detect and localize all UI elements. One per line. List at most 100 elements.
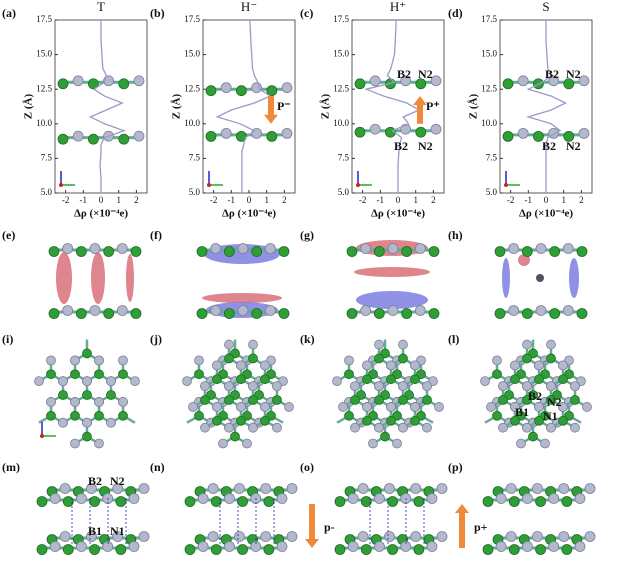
y-axis-label: Z (Å) xyxy=(171,93,183,119)
annotation: N2 xyxy=(110,474,125,488)
boron-atom xyxy=(223,246,235,257)
nitrogen-atom xyxy=(237,243,249,254)
y-tick-label: 12.5 xyxy=(333,83,349,93)
axis-origin xyxy=(356,183,360,187)
nitrogen-atom xyxy=(392,438,402,449)
boron-atom xyxy=(398,395,408,405)
boron-atom xyxy=(373,246,385,257)
nitrogen-atom xyxy=(62,243,74,254)
boron-atom xyxy=(415,78,427,90)
boron-atom xyxy=(346,308,358,319)
y-tick-label: 5.0 xyxy=(486,187,498,197)
x-tick-label: 1 xyxy=(264,195,269,205)
boron-atom xyxy=(350,395,360,405)
arrow-shaft xyxy=(417,104,423,124)
panel-label: (l) xyxy=(448,332,459,346)
boron-atom xyxy=(200,395,210,405)
arrow-shaft xyxy=(268,96,274,116)
nitrogen-atom xyxy=(570,381,580,392)
panel-label: (i) xyxy=(2,332,13,346)
isosurface xyxy=(91,252,105,304)
axis-origin xyxy=(207,183,211,187)
nitrogen-atom xyxy=(374,493,385,504)
y-tick-label: 10.0 xyxy=(36,118,52,128)
nitrogen-atom xyxy=(400,541,412,552)
boron-atom xyxy=(354,126,366,138)
nitrogen-atom xyxy=(286,483,298,494)
x-tick-label: 2 xyxy=(431,195,436,205)
nitrogen-atom xyxy=(188,402,198,412)
boron-atom xyxy=(94,410,104,421)
nitrogen-atom xyxy=(234,483,245,494)
nitrogen-atom xyxy=(248,339,258,350)
nitrogen-atom xyxy=(332,376,342,387)
boron-atom xyxy=(401,308,413,319)
nitrogen-atom xyxy=(260,402,270,412)
boron-atom xyxy=(260,374,270,385)
nitrogen-atom xyxy=(548,493,560,504)
nitrogen-atom xyxy=(546,339,556,350)
nitrogen-atom xyxy=(260,360,270,371)
nitrogen-atom xyxy=(70,438,80,449)
nitrogen-atom xyxy=(384,531,395,542)
boron-atom xyxy=(522,353,532,364)
nitrogen-atom xyxy=(344,355,354,366)
y-axis-label: Z (Å) xyxy=(23,93,35,119)
annotation: N1 xyxy=(543,409,558,423)
nitrogen-atom xyxy=(574,493,586,504)
isosurface xyxy=(56,252,72,304)
nitrogen-atom xyxy=(508,305,520,316)
x-tick-label: -1 xyxy=(525,195,533,205)
nitrogen-atom xyxy=(72,130,84,142)
nitrogen-atom xyxy=(517,75,529,87)
chart-title: H⁺ xyxy=(390,0,406,14)
boron-atom xyxy=(251,246,263,257)
boron-atom xyxy=(36,496,48,507)
nitrogen-atom xyxy=(82,376,92,387)
boron-atom xyxy=(561,496,573,507)
nitrogen-atom xyxy=(436,531,448,542)
annotation: N2 xyxy=(547,395,562,409)
isosurface xyxy=(502,258,510,298)
boron-atom xyxy=(563,130,575,142)
nitrogen-atom xyxy=(535,305,547,316)
nitrogen-atom xyxy=(46,355,56,366)
boron-atom xyxy=(380,431,390,442)
boron-atom xyxy=(362,415,372,426)
boron-atom xyxy=(196,246,208,257)
boron-atom xyxy=(210,496,222,507)
boron-atom xyxy=(546,395,556,405)
nitrogen-atom xyxy=(508,243,520,254)
nitrogen-atom xyxy=(70,355,80,366)
panel-label: (o) xyxy=(300,460,314,474)
boron-atom xyxy=(278,246,290,257)
boron-atom xyxy=(260,415,270,426)
boron-atom xyxy=(194,369,204,380)
boron-atom xyxy=(118,78,130,90)
nitrogen-atom xyxy=(200,381,210,392)
annotation: p+ xyxy=(474,520,488,534)
nitrogen-atom xyxy=(220,127,232,139)
nitrogen-atom xyxy=(49,493,61,504)
boron-atom xyxy=(410,415,420,426)
nitrogen-atom xyxy=(374,422,384,433)
boron-atom xyxy=(401,246,413,257)
nitrogen-atom xyxy=(224,493,235,504)
nitrogen-atom xyxy=(410,360,420,371)
nitrogen-atom xyxy=(210,243,222,254)
isosurface xyxy=(202,293,282,303)
boron-atom xyxy=(184,496,196,507)
nitrogen-atom xyxy=(548,75,559,87)
boron-atom xyxy=(212,415,222,426)
nitrogen-atom xyxy=(128,493,140,504)
nitrogen-atom xyxy=(480,376,490,387)
nitrogen-atom xyxy=(86,483,97,494)
isosurface xyxy=(354,267,430,277)
boron-atom xyxy=(344,369,354,380)
panel-label: (f) xyxy=(150,228,162,242)
boron-atom xyxy=(533,130,544,142)
boron-atom xyxy=(223,308,235,319)
boron-atom xyxy=(410,374,420,385)
x-tick-label: 0 xyxy=(99,195,104,205)
boron-atom xyxy=(374,395,384,405)
